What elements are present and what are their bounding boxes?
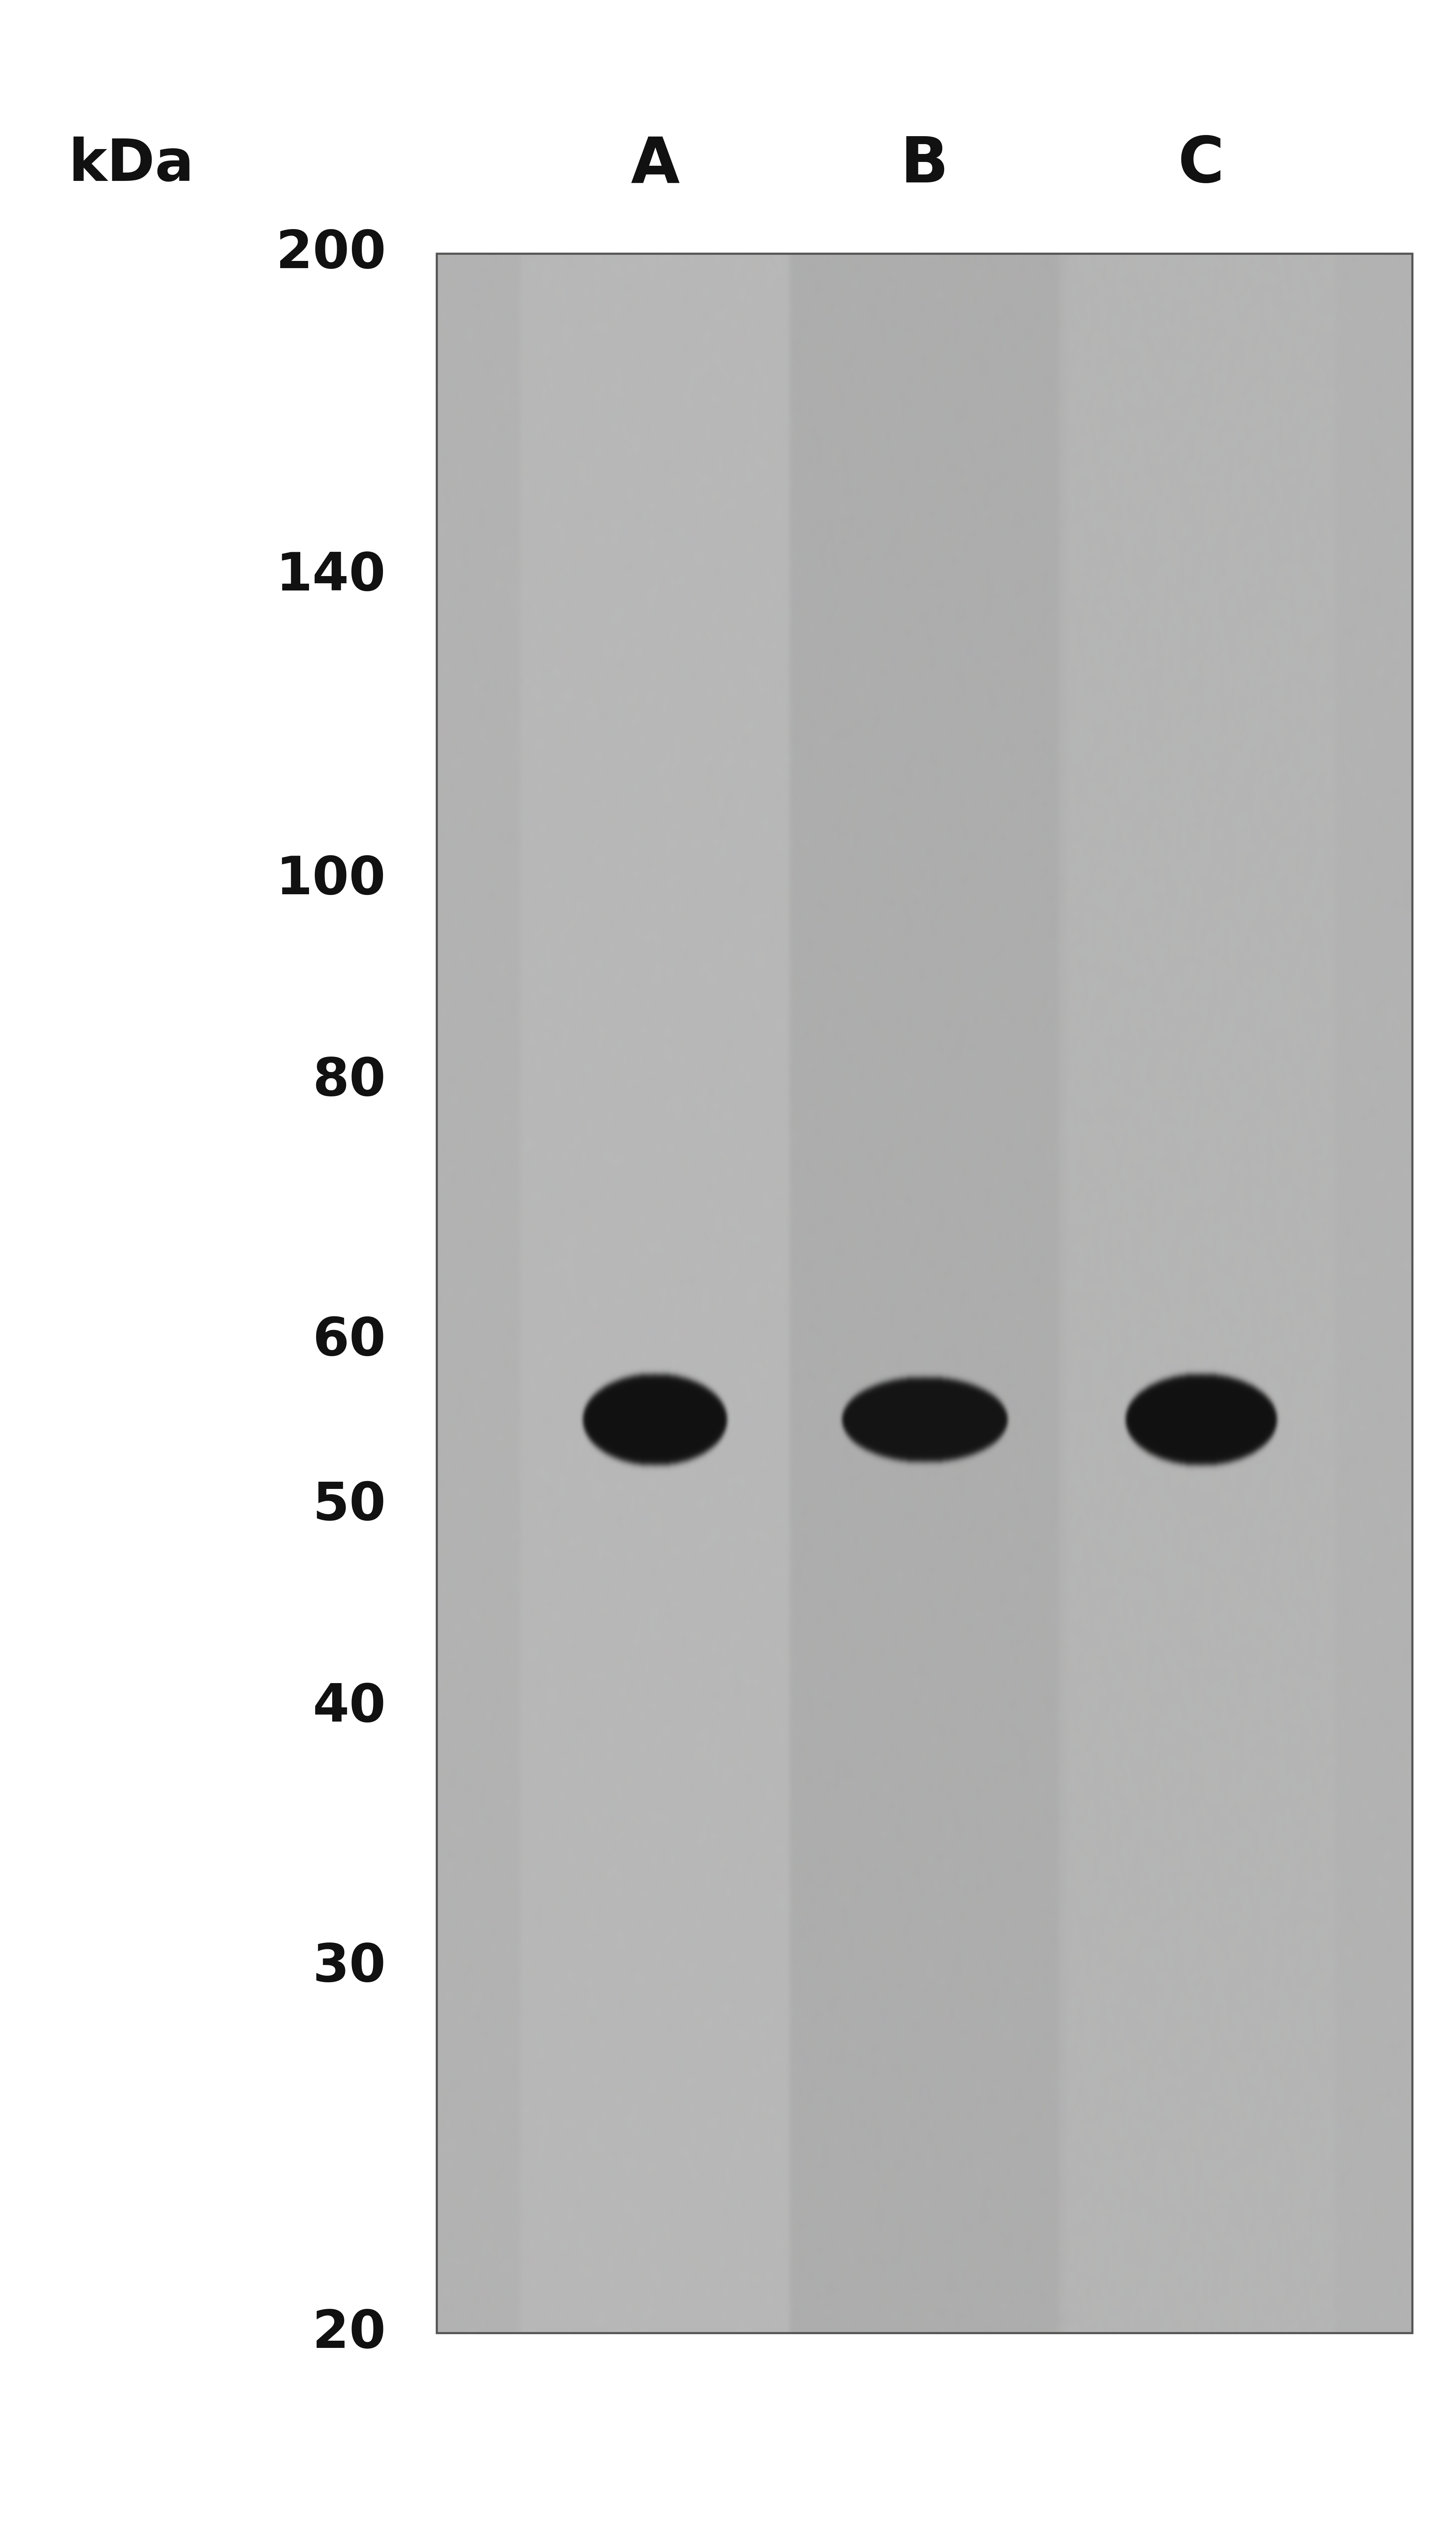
- Text: 80: 80: [313, 1055, 386, 1106]
- Text: 50: 50: [313, 1481, 386, 1532]
- Text: 30: 30: [313, 1943, 386, 1993]
- Text: 40: 40: [313, 1681, 386, 1732]
- Text: 100: 100: [277, 855, 386, 905]
- Text: B: B: [900, 134, 949, 195]
- Bar: [437, 254, 1412, 2333]
- Text: 60: 60: [313, 1316, 386, 1367]
- Text: C: C: [1178, 134, 1224, 195]
- Text: 20: 20: [313, 2308, 386, 2358]
- Text: 140: 140: [277, 550, 386, 601]
- Text: 200: 200: [275, 228, 386, 279]
- Text: kDa: kDa: [68, 137, 194, 193]
- Text: A: A: [630, 134, 680, 195]
